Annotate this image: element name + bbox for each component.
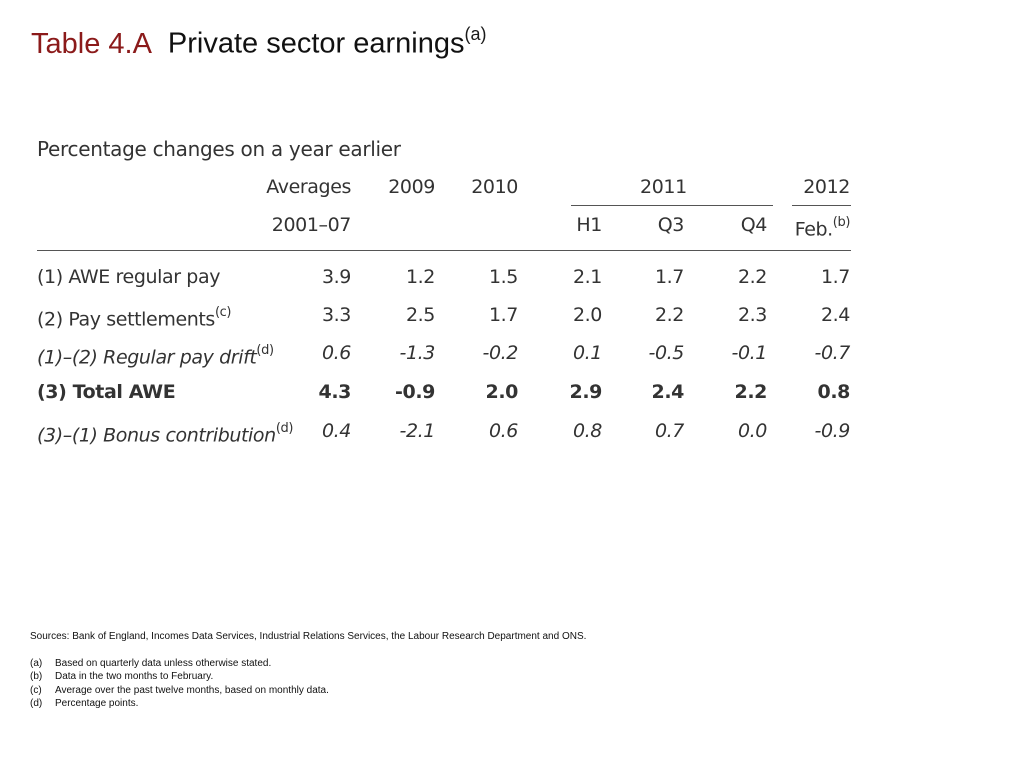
header-2011: 2011: [640, 176, 687, 198]
table-notes: Sources: Bank of England, Incomes Data S…: [30, 630, 586, 711]
row-label-total-awe: (3) Total AWE: [37, 381, 176, 403]
table-cell: -2.1: [399, 420, 436, 442]
table-cell: 3.3: [321, 304, 351, 326]
table-cell: 0.0: [737, 420, 767, 442]
row-footnote-mark: (d): [256, 343, 274, 358]
table-cell: 2.4: [820, 304, 850, 326]
header-feb: Feb.(b): [794, 215, 851, 241]
header-q3: Q3: [657, 214, 685, 236]
table-cell: -0.5: [648, 342, 685, 364]
table-cell: 0.7: [654, 420, 684, 442]
page-title: Table 4.A Private sector earnings(a): [31, 24, 487, 60]
header-feb-footnote-mark: (b): [832, 215, 851, 230]
table-cell: 2.0: [485, 381, 519, 403]
table-cell: -1.3: [399, 342, 436, 364]
footnote: (b) Data in the two months to February.: [30, 671, 214, 683]
table-number: Table 4.A: [31, 27, 152, 60]
header-rule: [37, 250, 851, 251]
header-2009: 2009: [388, 176, 435, 198]
table-cell: 0.8: [572, 420, 602, 442]
table-cell: -0.7: [814, 342, 851, 364]
header-period-averages: 2001–07: [271, 214, 352, 236]
table-cell: 0.6: [488, 420, 518, 442]
table-cell: -0.9: [395, 381, 435, 403]
table-cell: -0.1: [731, 342, 768, 364]
row-label-bonus-contribution: (3)–(1) Bonus contribution(d): [37, 421, 294, 447]
header-averages: Averages: [266, 176, 351, 198]
table-cell: 3.9: [321, 266, 351, 288]
table-cell: 2.2: [654, 304, 684, 326]
table-cell: 4.3: [318, 381, 352, 403]
table-cell: 0.8: [817, 381, 851, 403]
table-cell: 0.4: [321, 420, 351, 442]
footnote: (c) Average over the past twelve months, …: [30, 684, 329, 696]
header-2012: 2012: [803, 176, 850, 198]
table-subtitle: Percentage changes on a year earlier: [37, 137, 401, 161]
header-q4: Q4: [740, 214, 768, 236]
row-label-regular-pay-drift: (1)–(2) Regular pay drift(d): [37, 343, 274, 369]
group-rule-2012: [792, 205, 851, 206]
row-footnote-mark: (d): [275, 421, 294, 436]
table-cell: 1.7: [820, 266, 850, 288]
sources-note: Sources: Bank of England, Incomes Data S…: [30, 631, 587, 642]
footnote: (d) Percentage points.: [30, 698, 139, 710]
header-h1: H1: [576, 214, 602, 236]
title-text: Private sector earnings: [167, 27, 465, 60]
table-cell: 2.4: [651, 381, 685, 403]
row-label-awe-regular-pay: (1) AWE regular pay: [37, 266, 221, 288]
header-2010: 2010: [471, 176, 518, 198]
row-footnote-mark: (c): [214, 305, 232, 320]
table-cell: 1.2: [405, 266, 435, 288]
row-label-pay-settlements: (2) Pay settlements(c): [37, 305, 232, 331]
table-cell: 2.5: [405, 304, 435, 326]
table-cell: 1.7: [654, 266, 684, 288]
table-cell: 1.7: [488, 304, 518, 326]
table-cell: 0.1: [572, 342, 602, 364]
table-cell: 1.5: [488, 266, 518, 288]
group-rule-2011: [571, 205, 773, 206]
table-cell: -0.2: [482, 342, 519, 364]
table-cell: 2.1: [572, 266, 602, 288]
table-cell: 2.2: [734, 381, 768, 403]
table-cell: -0.9: [814, 420, 851, 442]
table-cell: 2.3: [737, 304, 767, 326]
footnote: (a) Based on quarterly data unless otherw…: [30, 657, 272, 669]
table-cell: 0.6: [321, 342, 351, 364]
title-footnote-mark: (a): [464, 24, 487, 44]
table-cell: 2.0: [572, 304, 602, 326]
table-cell: 2.2: [737, 266, 767, 288]
table-cell: 2.9: [569, 381, 603, 403]
